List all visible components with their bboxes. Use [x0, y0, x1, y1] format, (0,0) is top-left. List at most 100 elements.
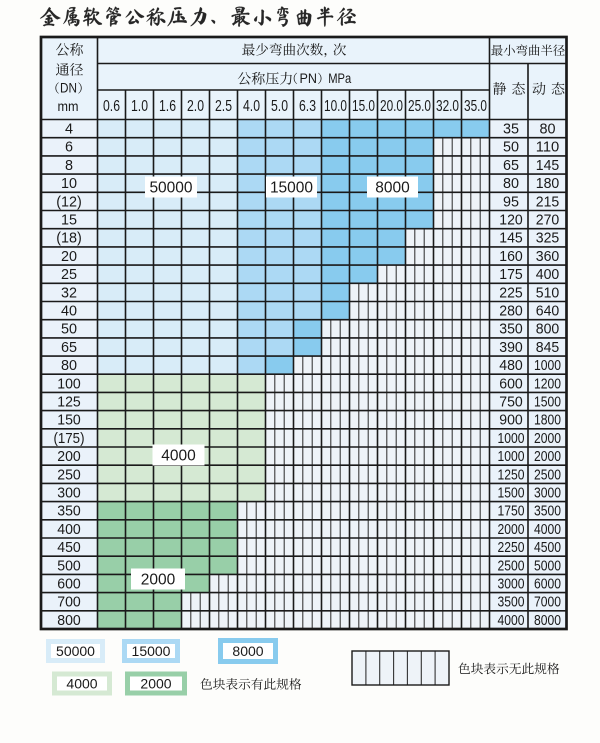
- svg-text:350: 350: [499, 322, 523, 338]
- svg-text:2250: 2250: [498, 540, 525, 556]
- svg-text:25.0: 25.0: [408, 98, 431, 115]
- svg-text:DN: DN: [60, 81, 77, 96]
- svg-text:4: 4: [65, 122, 73, 138]
- svg-text:1800: 1800: [534, 413, 561, 429]
- svg-text:120: 120: [499, 213, 523, 229]
- svg-text:(175): (175): [54, 431, 85, 447]
- svg-text:145: 145: [536, 158, 560, 174]
- svg-text:15: 15: [61, 213, 77, 229]
- svg-text:900: 900: [499, 413, 523, 429]
- svg-text:4000: 4000: [66, 675, 97, 691]
- svg-text:10.0: 10.0: [324, 98, 347, 115]
- svg-text:2000: 2000: [534, 431, 561, 447]
- svg-text:15.0: 15.0: [352, 98, 375, 115]
- svg-text:15000: 15000: [132, 643, 171, 659]
- svg-text:215: 215: [536, 194, 560, 210]
- svg-text:8000: 8000: [232, 643, 263, 659]
- svg-text:25: 25: [61, 267, 77, 283]
- svg-text:2000: 2000: [140, 675, 171, 691]
- svg-text:40: 40: [61, 304, 77, 320]
- svg-text:65: 65: [503, 158, 519, 174]
- svg-text:800: 800: [57, 613, 81, 629]
- svg-text:32.0: 32.0: [436, 98, 459, 115]
- svg-text:5.0: 5.0: [271, 98, 288, 115]
- svg-text:360: 360: [536, 249, 560, 265]
- svg-text:325: 325: [536, 231, 560, 247]
- svg-text:125: 125: [57, 395, 81, 411]
- svg-text:20.0: 20.0: [380, 98, 403, 115]
- svg-text:1.6: 1.6: [159, 98, 176, 115]
- svg-text:15000: 15000: [270, 179, 313, 196]
- svg-text:845: 845: [536, 340, 560, 356]
- svg-text:2000: 2000: [498, 522, 525, 538]
- svg-text:600: 600: [57, 577, 81, 593]
- svg-text:1000: 1000: [498, 431, 525, 447]
- svg-text:1500: 1500: [498, 486, 525, 502]
- svg-text:3500: 3500: [498, 595, 525, 611]
- svg-text:35.0: 35.0: [464, 98, 487, 115]
- svg-text:2000: 2000: [141, 571, 176, 588]
- svg-text:4000: 4000: [161, 447, 196, 464]
- svg-text:95: 95: [503, 194, 519, 210]
- svg-text:480: 480: [499, 358, 523, 374]
- svg-text:640: 640: [536, 304, 560, 320]
- svg-text:400: 400: [536, 267, 560, 283]
- svg-text:700: 700: [57, 595, 81, 611]
- svg-text:1000: 1000: [498, 449, 525, 465]
- svg-text:4000: 4000: [498, 613, 525, 629]
- svg-text:225: 225: [499, 285, 523, 301]
- svg-text:8: 8: [65, 158, 73, 174]
- svg-text:510: 510: [536, 285, 560, 301]
- svg-text:2.5: 2.5: [215, 98, 232, 115]
- svg-text:0.6: 0.6: [103, 98, 120, 115]
- svg-text:160: 160: [499, 249, 523, 265]
- svg-text:8000: 8000: [534, 613, 561, 629]
- svg-text:80: 80: [61, 358, 77, 374]
- svg-text:2500: 2500: [534, 467, 561, 483]
- svg-text:mm: mm: [58, 99, 79, 114]
- svg-text:175: 175: [499, 267, 523, 283]
- svg-text:2500: 2500: [498, 558, 525, 574]
- svg-text:35: 35: [503, 122, 519, 138]
- svg-text:100: 100: [57, 376, 81, 392]
- svg-text:500: 500: [57, 558, 81, 574]
- svg-text:6.3: 6.3: [299, 98, 316, 115]
- svg-text:145: 145: [499, 231, 523, 247]
- svg-text:600: 600: [499, 376, 523, 392]
- svg-text:2.0: 2.0: [187, 98, 204, 115]
- svg-text:50: 50: [61, 322, 77, 338]
- svg-text:390: 390: [499, 340, 523, 356]
- svg-text:1000: 1000: [534, 358, 561, 374]
- svg-text:150: 150: [57, 413, 81, 429]
- svg-text:4000: 4000: [534, 522, 561, 538]
- svg-text:280: 280: [499, 304, 523, 320]
- svg-text:3000: 3000: [498, 577, 525, 593]
- svg-text:50000: 50000: [56, 643, 95, 659]
- svg-text:MPa: MPa: [328, 71, 351, 86]
- svg-text:6: 6: [65, 140, 73, 156]
- svg-text:32: 32: [61, 285, 77, 301]
- svg-text:50: 50: [503, 140, 519, 156]
- svg-text:110: 110: [536, 140, 560, 156]
- svg-text:4.0: 4.0: [243, 98, 260, 115]
- svg-text:3000: 3000: [534, 486, 561, 502]
- svg-text:5000: 5000: [534, 558, 561, 574]
- svg-text:1200: 1200: [534, 376, 561, 392]
- svg-text:80: 80: [539, 122, 555, 138]
- svg-text:10: 10: [61, 176, 77, 192]
- svg-text:(12): (12): [56, 194, 82, 210]
- svg-text:400: 400: [57, 522, 81, 538]
- svg-text:1500: 1500: [534, 395, 561, 411]
- svg-text:80: 80: [503, 176, 519, 192]
- svg-text:PN: PN: [299, 71, 317, 86]
- svg-text:800: 800: [536, 322, 560, 338]
- svg-text:8000: 8000: [375, 179, 410, 196]
- svg-text:2000: 2000: [534, 449, 561, 465]
- svg-text:65: 65: [61, 340, 77, 356]
- svg-text:250: 250: [57, 467, 81, 483]
- svg-text:50000: 50000: [149, 179, 192, 196]
- svg-text:350: 350: [57, 504, 81, 520]
- svg-text:3500: 3500: [534, 504, 561, 520]
- svg-text:750: 750: [499, 395, 523, 411]
- svg-text:20: 20: [61, 249, 77, 265]
